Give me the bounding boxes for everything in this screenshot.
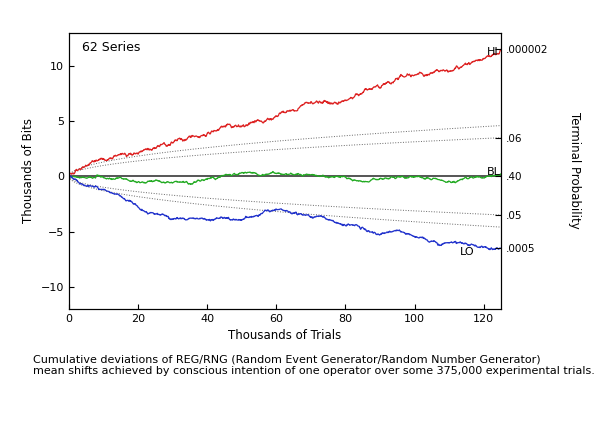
X-axis label: Thousands of Trials: Thousands of Trials xyxy=(229,329,341,342)
Text: BL: BL xyxy=(487,167,501,177)
Text: LO: LO xyxy=(460,247,474,258)
Y-axis label: Terminal Probability: Terminal Probability xyxy=(568,113,581,229)
Text: HI: HI xyxy=(487,46,499,57)
Text: Cumulative deviations of REG/RNG (Random Event Generator/Random Number Generator: Cumulative deviations of REG/RNG (Random… xyxy=(33,355,595,376)
Y-axis label: Thousands of Bits: Thousands of Bits xyxy=(22,118,35,223)
Text: 62 Series: 62 Series xyxy=(82,41,140,54)
